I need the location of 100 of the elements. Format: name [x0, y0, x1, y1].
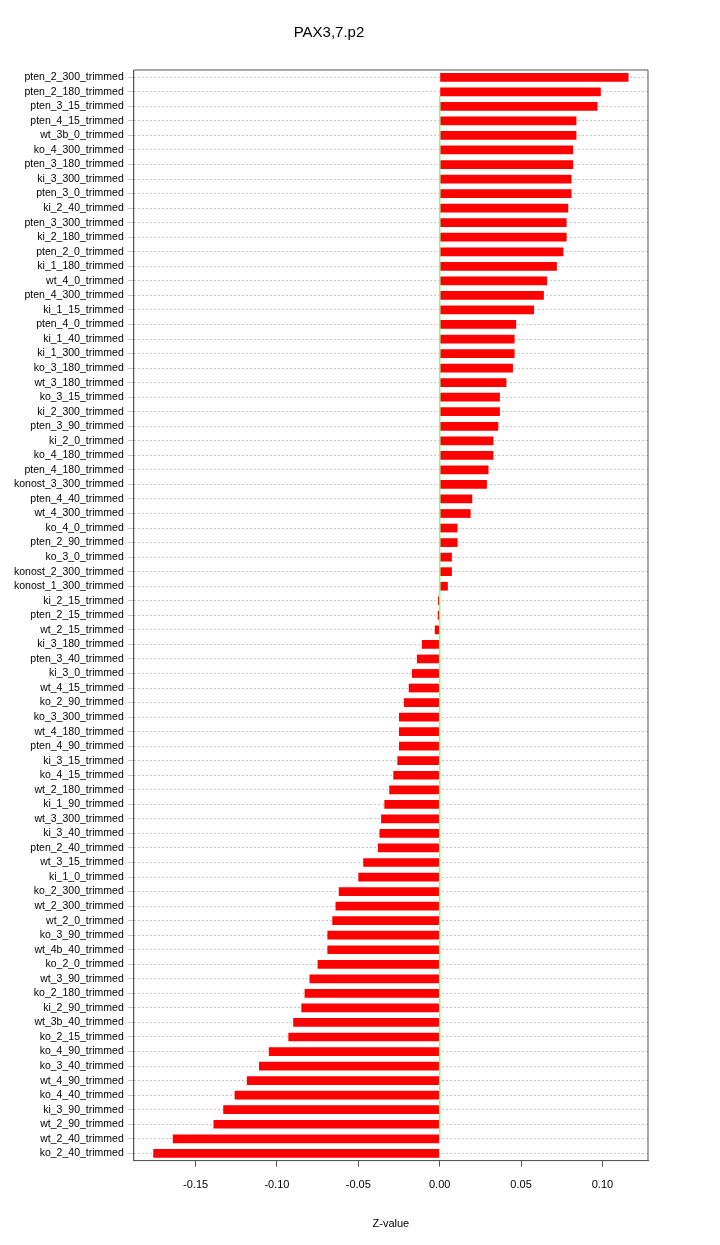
y-tick-label: pten_3_15_trimmed [30, 99, 124, 112]
y-tick-label: ki_3_180_trimmed [37, 637, 124, 650]
y-tick-label: ki_2_90_trimmed [43, 1000, 124, 1013]
y-tick-label: ki_1_90_trimmed [43, 797, 124, 810]
y-tick-label: ko_4_15_trimmed [39, 768, 124, 781]
y-tick-label: wt_2_300_trimmed [33, 899, 124, 912]
bar [246, 1076, 440, 1085]
y-tick-label: ko_2_40_trimmed [39, 1146, 124, 1159]
y-tick-label: wt_3_90_trimmed [39, 971, 124, 984]
bar [399, 741, 440, 751]
bar [440, 305, 535, 315]
y-tick-label: ko_3_300_trimmed [33, 709, 124, 722]
bar [288, 1032, 440, 1042]
bar [440, 523, 458, 533]
bar [440, 203, 569, 213]
y-tick-label: wt_4_90_trimmed [39, 1073, 124, 1086]
y-tick-label: wt_4_15_trimmed [39, 680, 124, 693]
y-tick-label: ki_3_40_trimmed [43, 826, 124, 839]
bar [309, 974, 440, 984]
bar [440, 494, 473, 504]
x-tick-label: 0.00 [428, 1178, 451, 1191]
y-tick-label: wt_3_300_trimmed [33, 811, 124, 824]
bar [440, 509, 471, 518]
bar [153, 1148, 440, 1158]
bar [335, 901, 440, 911]
y-tick-label: wt_4_180_trimmed [33, 724, 124, 737]
y-tick-label: pten_4_15_trimmed [30, 113, 124, 126]
bar [440, 407, 500, 417]
bar [440, 160, 574, 169]
y-tick-label: pten_4_90_trimmed [30, 739, 124, 752]
y-tick-label: ko_2_0_trimmed [45, 957, 124, 970]
y-tick-label: pten_2_90_trimmed [30, 535, 124, 548]
bar [440, 436, 494, 446]
y-tick-label: ki_2_15_trimmed [43, 593, 124, 606]
y-tick-label: wt_2_0_trimmed [45, 913, 124, 926]
y-tick-label: ki_2_0_trimmed [49, 433, 124, 446]
bar [379, 829, 440, 838]
bar [440, 145, 574, 155]
bar [338, 887, 440, 896]
bar [440, 349, 515, 358]
bar [434, 625, 440, 635]
bar [440, 189, 572, 198]
y-tick-label: wt_3_180_trimmed [33, 375, 124, 388]
bar [332, 916, 440, 926]
y-tick-label: ko_2_300_trimmed [33, 884, 124, 897]
x-axis-title: Z-value [372, 1217, 410, 1230]
y-tick-label: ki_3_0_trimmed [49, 666, 124, 679]
bar [440, 232, 567, 242]
y-tick-label: pten_3_90_trimmed [30, 419, 124, 432]
bar [440, 538, 458, 547]
bar [440, 567, 452, 577]
bar [421, 640, 440, 649]
bar [440, 378, 507, 387]
y-tick-label: pten_4_40_trimmed [30, 491, 124, 504]
y-tick-label: pten_2_40_trimmed [30, 840, 124, 853]
bar [363, 858, 440, 867]
chart-title: PAX3,7.p2 [293, 23, 365, 41]
bar [408, 683, 440, 693]
bar [389, 785, 440, 795]
y-tick-label: ki_1_40_trimmed [43, 331, 124, 344]
bar [440, 480, 487, 489]
bar [440, 581, 448, 591]
y-tick-label: pten_4_300_trimmed [24, 288, 124, 301]
x-tick-label: -0.15 [183, 1178, 209, 1191]
bar [440, 334, 515, 344]
y-tick-label: wt_4_0_trimmed [45, 273, 124, 286]
y-tick-label: konost_3_300_trimmed [14, 477, 124, 490]
y-tick-label: ki_1_0_trimmed [49, 869, 124, 882]
y-tick-label: ki_3_15_trimmed [43, 753, 124, 766]
bar [440, 247, 564, 257]
bar [327, 945, 440, 955]
y-tick-label: ki_2_180_trimmed [37, 230, 124, 243]
bar [440, 101, 598, 111]
bar [412, 669, 440, 678]
bar [440, 465, 489, 475]
bar [377, 843, 440, 853]
y-tick-label: ko_3_90_trimmed [39, 928, 124, 941]
y-tick-label: pten_3_180_trimmed [24, 157, 124, 170]
y-tick-label: ki_1_180_trimmed [37, 259, 124, 272]
bar [327, 930, 440, 940]
bar [440, 291, 544, 300]
bar [399, 712, 440, 722]
bar [172, 1134, 440, 1144]
bar [440, 450, 494, 460]
bar [440, 276, 548, 286]
y-tick-label: ki_2_300_trimmed [37, 404, 124, 417]
x-tick-label: 0.05 [510, 1178, 532, 1191]
bar [393, 770, 440, 780]
y-tick-label: konost_2_300_trimmed [14, 564, 124, 577]
x-tick-label: -0.05 [345, 1178, 371, 1191]
bar [440, 261, 557, 271]
y-tick-label: wt_3b_40_trimmed [33, 1015, 124, 1028]
y-tick-label: ko_4_180_trimmed [33, 448, 124, 461]
bar [384, 799, 440, 809]
y-tick-label: ko_2_180_trimmed [33, 986, 124, 999]
bar [440, 392, 500, 402]
y-tick-label: pten_4_180_trimmed [24, 462, 124, 475]
y-tick-label: ko_3_180_trimmed [33, 360, 124, 373]
bar [234, 1090, 440, 1100]
bar [440, 72, 629, 82]
